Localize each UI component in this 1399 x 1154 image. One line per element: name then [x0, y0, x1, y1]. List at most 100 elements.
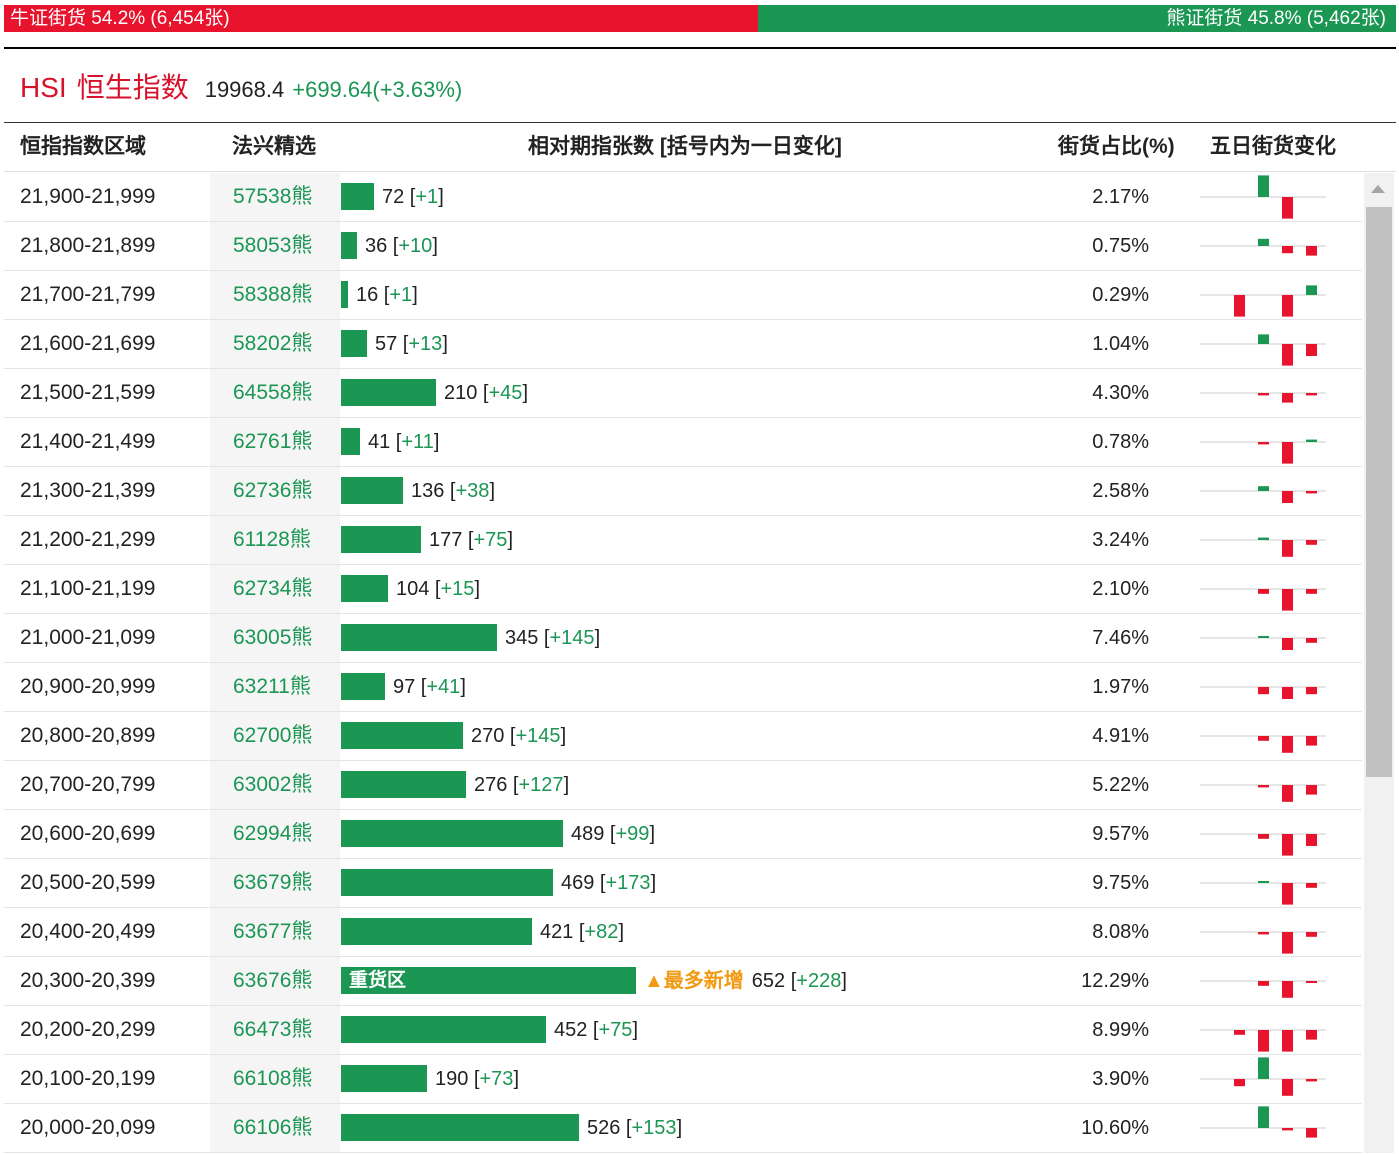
warrant-link[interactable]: 63005熊: [233, 626, 313, 649]
warrant-link[interactable]: 66106熊: [233, 1116, 313, 1139]
warrant-link[interactable]: 62734熊: [233, 577, 313, 600]
five-day-bar: [1282, 932, 1293, 954]
index-name[interactable]: 恒生指数: [76, 72, 189, 103]
warrant-link[interactable]: 63677熊: [233, 920, 313, 943]
contracts-bar: [341, 330, 367, 357]
range-cell: 20,700-20,799: [20, 773, 156, 796]
contracts-bar: [341, 477, 403, 504]
contracts-count: 177 [+75]: [429, 529, 513, 551]
outstanding-pct-cell: 12.29%: [1081, 970, 1149, 992]
scroll-up-arrow-icon[interactable]: [1371, 185, 1385, 193]
most-added-tag: ▲最多新增: [644, 970, 744, 992]
scrollbar-thumb[interactable]: [1366, 207, 1392, 777]
warrant-link[interactable]: 63676熊: [233, 969, 313, 992]
table-row: 20,500-20,599 63679熊 469 [+173] 9.75%: [4, 859, 1362, 908]
warrant-link[interactable]: 63002熊: [233, 773, 313, 796]
contracts-value: 270: [471, 725, 505, 747]
five-day-bar: [1306, 393, 1317, 396]
contracts-count: 16 [+1]: [356, 284, 418, 306]
scrollbar[interactable]: [1364, 173, 1394, 1153]
daily-change-value: +153: [631, 1117, 677, 1139]
warrant-link[interactable]: 58202熊: [233, 332, 313, 355]
five-day-bar: [1306, 932, 1317, 937]
contracts-value: 469: [561, 872, 595, 894]
contracts-count: 270 [+145]: [471, 725, 567, 747]
column-header-range: 恒指指数区域: [20, 135, 146, 158]
five-day-change-chart: [1200, 439, 1326, 464]
outstanding-pct-cell: 2.58%: [1092, 480, 1149, 502]
warrant-link[interactable]: 64558熊: [233, 381, 313, 404]
contracts-count: 190 [+73]: [435, 1068, 519, 1090]
five-day-bar: [1306, 638, 1317, 643]
contracts-count: 452 [+75]: [554, 1019, 638, 1041]
warrant-cell: 66108熊: [210, 1055, 340, 1103]
daily-change-value: +13: [408, 333, 443, 355]
outstanding-pct-cell: 9.57%: [1092, 823, 1149, 845]
five-day-bar: [1258, 834, 1269, 839]
warrant-link[interactable]: 62994熊: [233, 822, 313, 845]
five-day-bar: [1282, 1128, 1293, 1131]
five-day-bar: [1306, 834, 1317, 846]
five-day-bar: [1282, 589, 1293, 611]
outstanding-pct-cell: 7.46%: [1092, 627, 1149, 649]
five-day-bar: [1282, 834, 1293, 856]
table-row: 21,400-21,499 62761熊 41 [+11] 0.78%: [4, 418, 1362, 467]
daily-change-value: +228: [796, 970, 842, 992]
outstanding-pct-cell: 4.30%: [1092, 382, 1149, 404]
range-cell: 20,000-20,099: [20, 1116, 156, 1139]
warrant-link[interactable]: 66473熊: [233, 1018, 313, 1041]
outstanding-pct-cell: 3.90%: [1092, 1068, 1149, 1090]
five-day-bar: [1282, 393, 1293, 403]
five-day-change-chart: [1200, 931, 1326, 954]
contracts-value: 190: [435, 1068, 469, 1090]
warrant-link[interactable]: 63679熊: [233, 871, 313, 894]
warrant-cell: 62734熊: [210, 565, 340, 613]
index-code[interactable]: HSI: [20, 72, 67, 103]
five-day-change-chart: [1200, 175, 1326, 219]
warrant-cell: 63005熊: [210, 614, 340, 662]
five-day-bar: [1258, 334, 1269, 344]
warrant-link[interactable]: 62700熊: [233, 724, 313, 747]
contracts-value: 526: [587, 1117, 621, 1139]
five-day-bar: [1306, 883, 1317, 888]
bull-outstanding-label: 牛证街货 54.2% (6,454张): [10, 8, 230, 29]
five-day-bar: [1258, 175, 1269, 197]
warrant-link[interactable]: 61128熊: [233, 528, 311, 551]
contracts-value: 41: [368, 431, 391, 453]
contracts-bar: [341, 281, 348, 308]
warrant-link[interactable]: 57538熊: [233, 185, 313, 208]
contracts-value: 57: [375, 333, 398, 355]
five-day-bar: [1258, 636, 1269, 638]
daily-change-value: +73: [479, 1068, 514, 1090]
range-cell: 20,500-20,599: [20, 871, 156, 894]
table-row: 20,200-20,299 66473熊 452 [+75] 8.99%: [4, 1006, 1362, 1055]
contracts-count: 136 [+38]: [411, 480, 495, 502]
five-day-change-chart: [1200, 1057, 1326, 1096]
contracts-bar: 重货区: [341, 967, 636, 994]
warrant-cell: 63002熊: [210, 761, 340, 809]
warrant-link[interactable]: 58388熊: [233, 283, 313, 306]
daily-change-value: +173: [605, 872, 651, 894]
five-day-bar: [1282, 1030, 1293, 1052]
five-day-bar: [1282, 981, 1293, 998]
five-day-bar: [1282, 246, 1293, 254]
range-cell: 21,000-21,099: [20, 626, 156, 649]
range-cell: 21,800-21,899: [20, 234, 156, 257]
warrant-link[interactable]: 58053熊: [233, 234, 313, 257]
warrant-link[interactable]: 62761熊: [233, 430, 313, 453]
five-day-bar: [1306, 246, 1317, 256]
five-day-bar: [1306, 687, 1317, 695]
table-row: 21,100-21,199 62734熊 104 [+15] 2.10%: [4, 565, 1362, 614]
warrant-cell: 64558熊: [210, 369, 340, 417]
five-day-bar: [1258, 932, 1269, 935]
table-header: 恒指指数区域 法兴精选 相对期指张数 [括号内为一日变化] 街货占比(%) 五日…: [4, 122, 1396, 172]
daily-change-value: +75: [473, 529, 508, 551]
warrant-link[interactable]: 62736熊: [233, 479, 313, 502]
bear-outstanding-segment: 熊证街货 45.8% (5,462张): [758, 5, 1396, 32]
five-day-bar: [1258, 393, 1269, 396]
warrant-link[interactable]: 66108熊: [233, 1067, 313, 1090]
daily-change-value: +99: [615, 823, 650, 845]
warrant-cell: 63679熊: [210, 859, 340, 907]
range-cell: 20,300-20,399: [20, 969, 156, 992]
warrant-link[interactable]: 63211熊: [233, 675, 311, 698]
